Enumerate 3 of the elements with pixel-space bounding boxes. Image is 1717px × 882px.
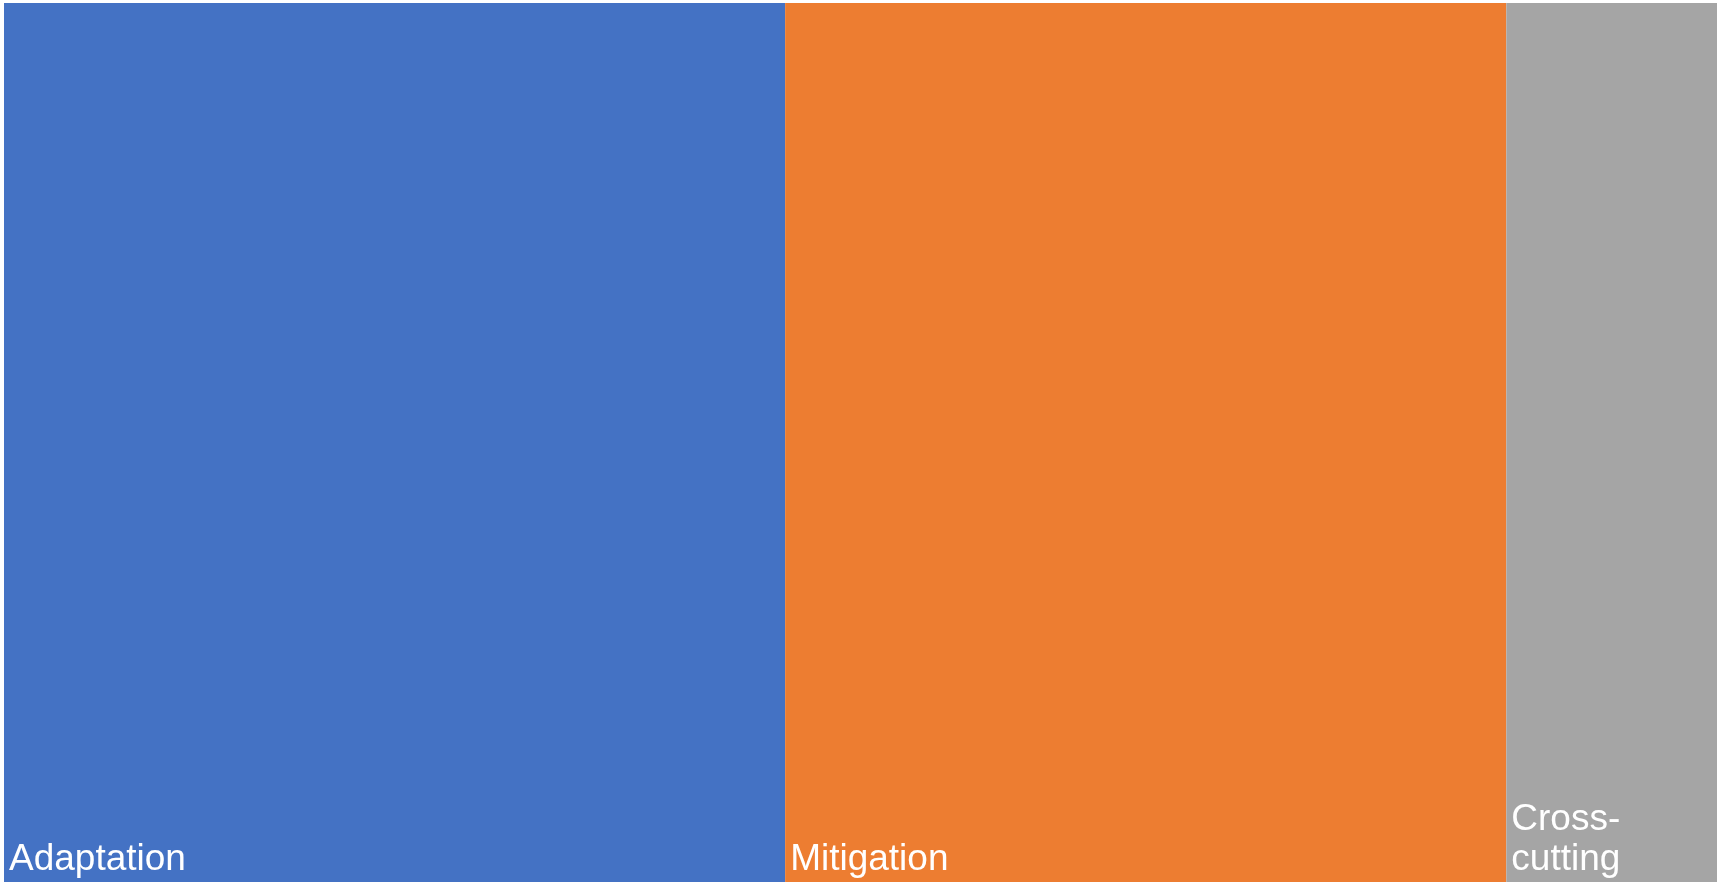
series-label: Adaptation [9, 836, 186, 878]
series-label: Mitigation [790, 836, 949, 878]
series-label: Cross-cutting [1511, 796, 1621, 878]
